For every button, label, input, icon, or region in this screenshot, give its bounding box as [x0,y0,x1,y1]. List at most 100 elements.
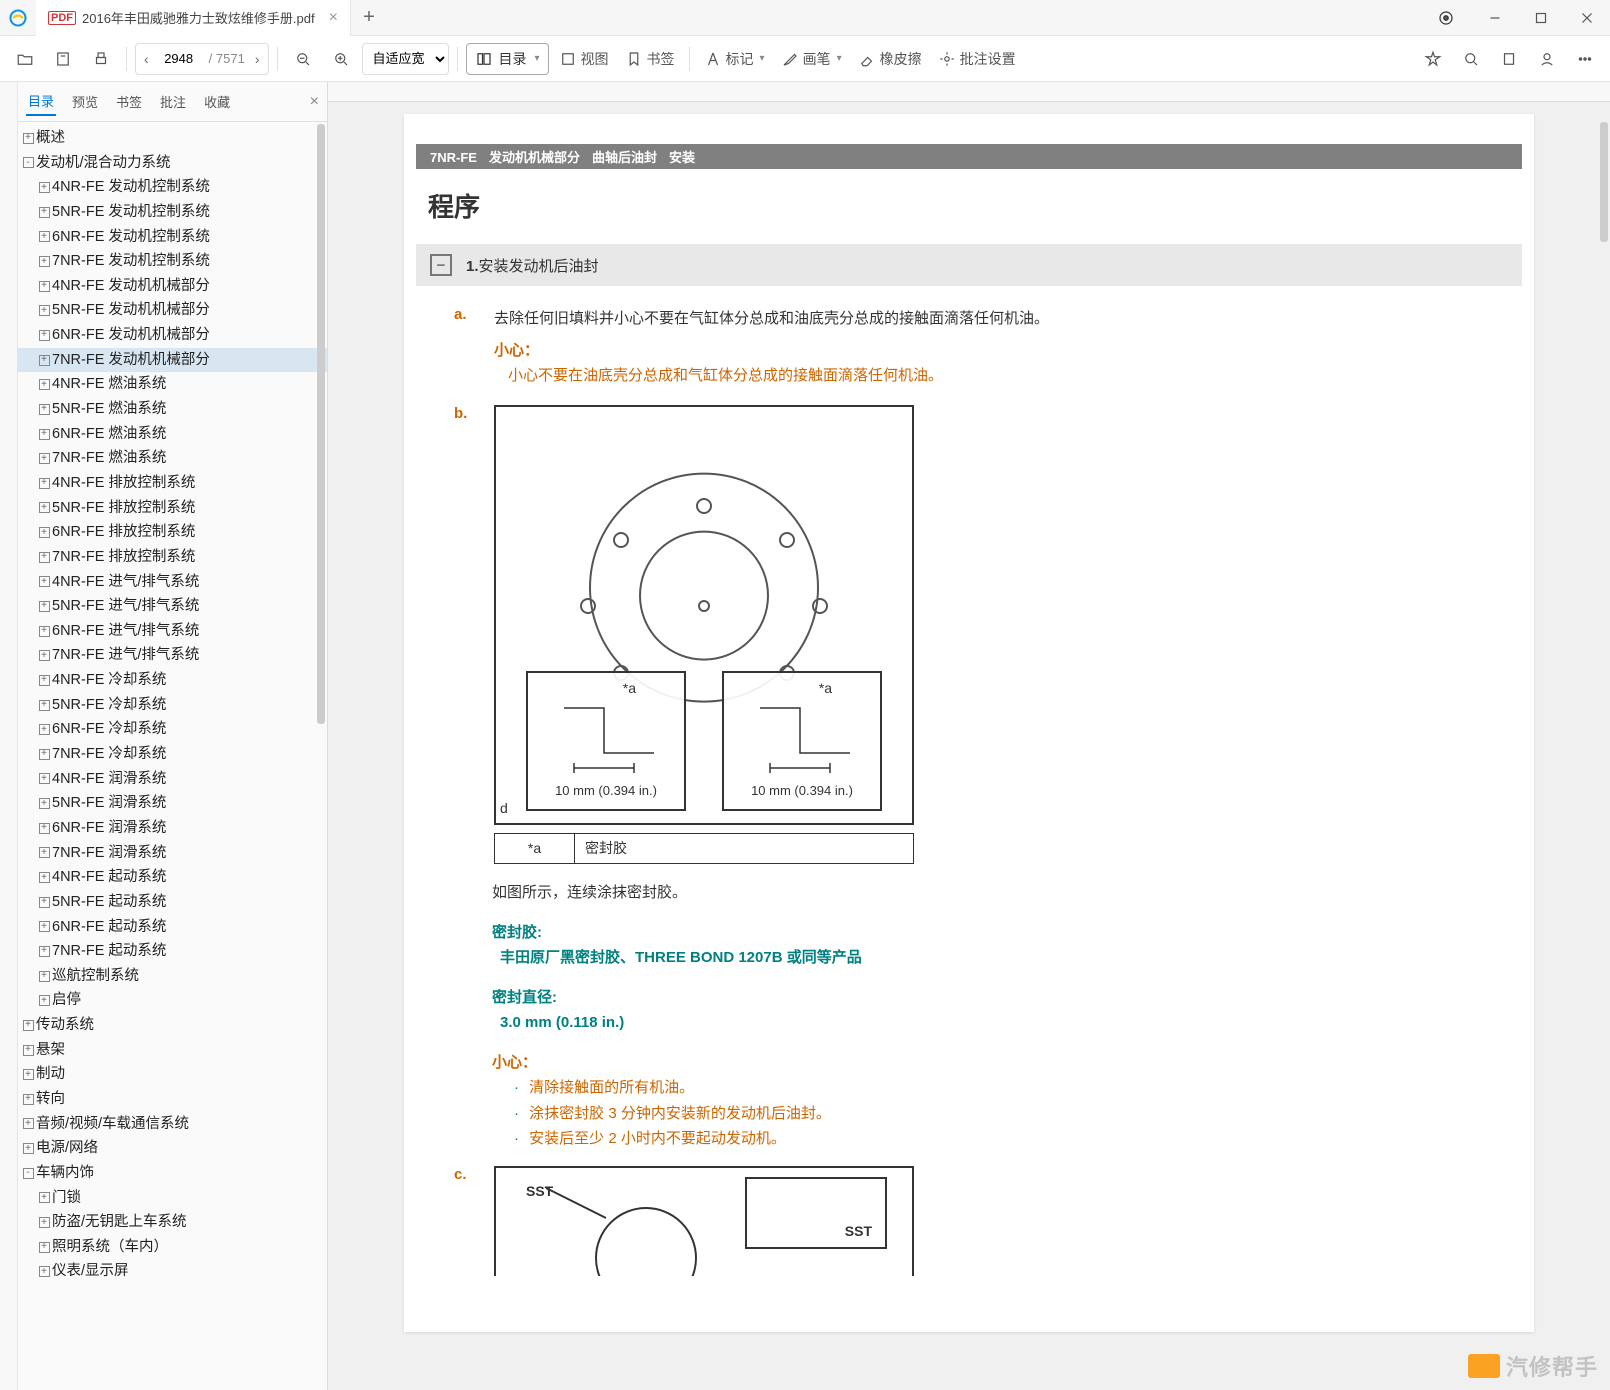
tree-item[interactable]: +4NR-FE 排放控制系统 [18,471,327,496]
tree-item[interactable]: +6NR-FE 发动机机械部分 [18,323,327,348]
tree-item[interactable]: +7NR-FE 进气/排气系统 [18,643,327,668]
tree-item[interactable]: +制动 [18,1062,327,1087]
tree-item[interactable]: +4NR-FE 发动机控制系统 [18,175,327,200]
info-caution: 小心： 清除接触面的所有机油。 涂抹密封胶 3 分钟内安装新的发动机后油封。 安… [404,1050,1534,1166]
outline-panel-button[interactable]: 目录 ▾ [466,43,549,75]
pen-button[interactable]: 画笔▾ [775,42,848,76]
tree-item[interactable]: +音频/视频/车载通信系统 [18,1112,327,1137]
user-button[interactable] [1530,42,1564,76]
sidebar-scrollbar[interactable] [317,124,325,724]
tree-item[interactable]: +5NR-FE 冷却系统 [18,693,327,718]
bookmark-button[interactable]: 书签 [619,42,681,76]
tab-bookmark[interactable]: 书签 [114,88,144,115]
thumbnail-button[interactable] [1492,42,1526,76]
new-tab-button[interactable]: + [351,6,387,29]
tree-item[interactable]: +7NR-FE 发动机机械部分 [18,348,327,373]
diagram-legend: *a密封胶 [494,833,914,865]
tree-item[interactable]: +电源/网络 [18,1136,327,1161]
tree-item[interactable]: +6NR-FE 发动机控制系统 [18,225,327,250]
ruler [328,82,1610,102]
tree-item[interactable]: +转向 [18,1087,327,1112]
tree-item[interactable]: +6NR-FE 燃油系统 [18,422,327,447]
zoom-select[interactable]: 自适应宽 [362,43,449,75]
tree-item[interactable]: +7NR-FE 燃油系统 [18,446,327,471]
tab-annotate[interactable]: 批注 [158,88,188,115]
tab-close-button[interactable]: × [329,9,338,27]
tree-item[interactable]: +启停 [18,988,327,1013]
document-tab[interactable]: PDF 2016年丰田威驰雅力士致炫维修手册.pdf × [36,0,351,36]
next-page-button[interactable]: › [251,51,264,67]
favorite-button[interactable] [1416,42,1450,76]
tree-item[interactable]: +巡航控制系统 [18,964,327,989]
open-file-button[interactable] [8,42,42,76]
tree-item[interactable]: +门锁 [18,1186,327,1211]
save-button[interactable] [46,42,80,76]
tree-item[interactable]: +5NR-FE 发动机机械部分 [18,298,327,323]
more-button[interactable] [1568,42,1602,76]
tree-item[interactable]: -车辆内饰 [18,1161,327,1186]
tree-item[interactable]: +5NR-FE 起动系统 [18,890,327,915]
tree-item[interactable]: +传动系统 [18,1013,327,1038]
close-button[interactable] [1564,0,1610,36]
outline-tree[interactable]: +概述-发动机/混合动力系统+4NR-FE 发动机控制系统+5NR-FE 发动机… [18,122,327,1390]
detail-left: *a 10 mm (0.394 in.) [526,671,686,811]
tree-item[interactable]: +6NR-FE 冷却系统 [18,717,327,742]
eraser-button[interactable]: 橡皮擦 [852,42,928,76]
tree-item[interactable]: +7NR-FE 发动机控制系统 [18,249,327,274]
tree-item[interactable]: +照明系统（车内） [18,1235,327,1260]
tree-item[interactable]: +4NR-FE 燃油系统 [18,372,327,397]
minimize-button[interactable] [1472,0,1518,36]
tree-item[interactable]: +7NR-FE 润滑系统 [18,841,327,866]
tree-item[interactable]: +6NR-FE 排放控制系统 [18,520,327,545]
view-button[interactable]: 视图 [553,42,615,76]
tree-item[interactable]: +4NR-FE 进气/排气系统 [18,570,327,595]
annotate-button[interactable]: 标记▾ [698,42,771,76]
watermark: 汽修帮手 [1468,1350,1598,1382]
substep-b: b. *a [404,405,1534,881]
collapse-icon[interactable]: − [430,254,452,276]
tree-item[interactable]: -发动机/混合动力系统 [18,151,327,176]
tab-favorite[interactable]: 收藏 [202,88,232,115]
record-icon[interactable] [1428,0,1464,36]
sidebar-close-button[interactable]: × [310,93,319,111]
info-diameter: 密封直径: 3.0 mm (0.118 in.) [404,985,1534,1050]
tree-item[interactable]: +5NR-FE 润滑系统 [18,791,327,816]
tree-item[interactable]: +4NR-FE 润滑系统 [18,767,327,792]
tree-item[interactable]: +4NR-FE 起动系统 [18,865,327,890]
tree-item[interactable]: +6NR-FE 润滑系统 [18,816,327,841]
substep-a: a. 去除任何旧填料并小心不要在气缸体分总成和油底壳分总成的接触面滴落任何机油。… [404,306,1534,405]
batch-settings-button[interactable]: 批注设置 [932,42,1022,76]
tree-item[interactable]: +5NR-FE 发动机控制系统 [18,200,327,225]
print-button[interactable] [84,42,118,76]
tree-item[interactable]: +5NR-FE 排放控制系统 [18,496,327,521]
zoom-in-button[interactable] [324,42,358,76]
tree-item[interactable]: +7NR-FE 起动系统 [18,939,327,964]
tree-item[interactable]: +4NR-FE 冷却系统 [18,668,327,693]
content-scrollbar[interactable] [1600,122,1608,242]
search-button[interactable] [1454,42,1488,76]
tree-item[interactable]: +悬架 [18,1038,327,1063]
step-header[interactable]: − 1.安装发动机后油封 [416,244,1522,286]
chevron-down-icon: ▾ [535,53,540,64]
tree-item[interactable]: +概述 [18,126,327,151]
prev-page-button[interactable]: ‹ [140,51,153,67]
tree-item[interactable]: +7NR-FE 排放控制系统 [18,545,327,570]
tree-item[interactable]: +5NR-FE 进气/排气系统 [18,594,327,619]
diagram-sst: SST SST [494,1166,914,1276]
tree-item[interactable]: +7NR-FE 冷却系统 [18,742,327,767]
app-logo [0,0,36,36]
zoom-out-button[interactable] [286,42,320,76]
left-tool-strip [0,82,18,1390]
tab-preview[interactable]: 预览 [70,88,100,115]
page-input[interactable] [155,51,203,66]
tree-item[interactable]: +4NR-FE 发动机机械部分 [18,274,327,299]
tree-item[interactable]: +防盗/无钥匙上车系统 [18,1210,327,1235]
document-viewport[interactable]: 7NR-FE发动机机械部分曲轴后油封安装 程序 − 1.安装发动机后油封 a. … [328,82,1610,1390]
tree-item[interactable]: +6NR-FE 起动系统 [18,915,327,940]
maximize-button[interactable] [1518,0,1564,36]
tree-item[interactable]: +仪表/显示屏 [18,1259,327,1284]
tree-item[interactable]: +5NR-FE 燃油系统 [18,397,327,422]
pdf-page: 7NR-FE发动机机械部分曲轴后油封安装 程序 − 1.安装发动机后油封 a. … [404,114,1534,1332]
tree-item[interactable]: +6NR-FE 进气/排气系统 [18,619,327,644]
tab-outline[interactable]: 目录 [26,87,56,116]
